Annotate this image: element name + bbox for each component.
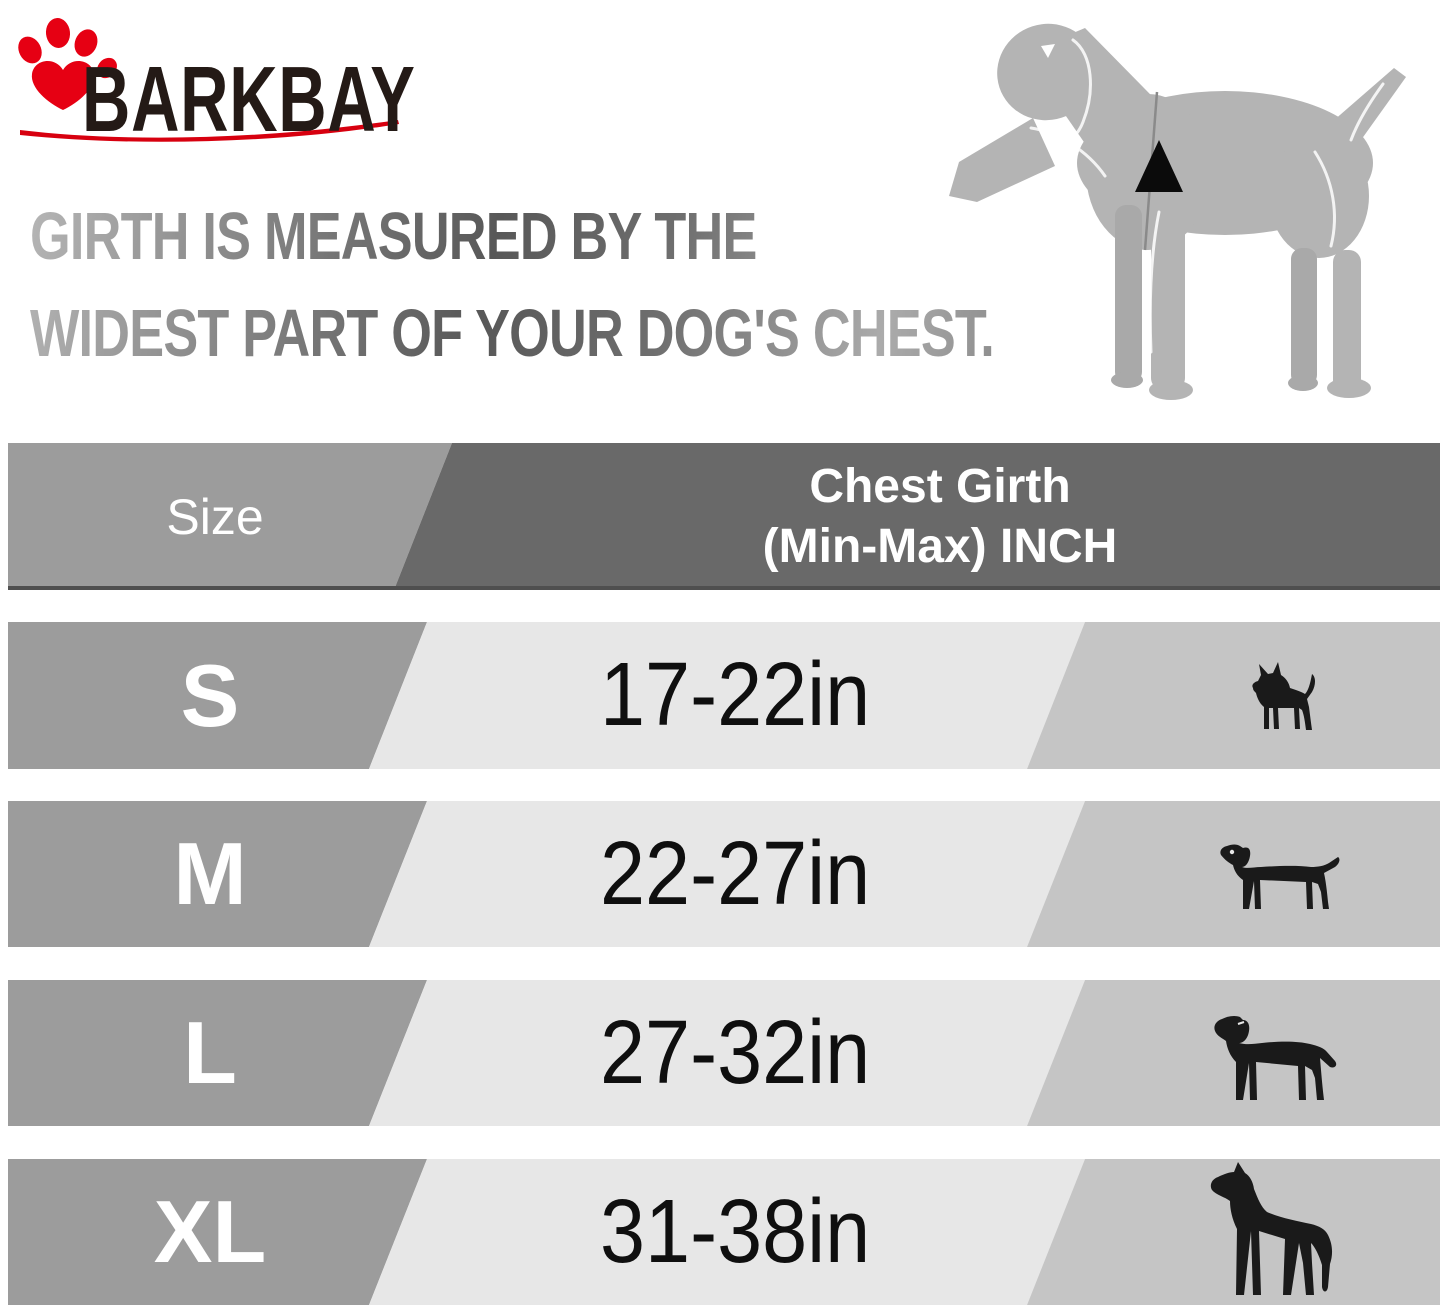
- girth-value: 31-38in: [599, 1181, 871, 1282]
- girth-value: 27-32in: [599, 1002, 871, 1103]
- icon-cell-bg: [1027, 622, 1440, 769]
- header-girth-line1: Chest Girth: [809, 459, 1071, 513]
- girth-value: 17-22in: [599, 645, 871, 745]
- value-cell-bg: [369, 801, 1085, 947]
- paw-print-icon: [18, 18, 117, 110]
- value-cell-bg: [369, 980, 1085, 1126]
- size-cell-bg: [8, 1159, 427, 1305]
- table-row-l: L 27-32in: [0, 980, 1445, 1126]
- size-label: XL: [153, 1182, 267, 1281]
- table-header-row: Size Chest Girth (Min-Max) INCH: [0, 443, 1445, 590]
- table-row-m: M 22-27in: [0, 801, 1445, 947]
- girth-marker-triangle: [1135, 140, 1183, 192]
- great-dane-icon: [1210, 1162, 1333, 1295]
- brand-name: BARKBAY: [82, 47, 416, 151]
- size-cell-bg: [8, 801, 427, 947]
- dog-eye: [1041, 44, 1055, 58]
- chihuahua-icon: [1252, 662, 1315, 730]
- header-size-cell-bg: [8, 443, 452, 590]
- header-girth-label: Chest Girth (Min-Max) INCH: [560, 443, 1320, 590]
- dachshund-icon: [1220, 844, 1340, 909]
- size-label: M: [173, 824, 247, 923]
- girth-value: 22-27in: [599, 823, 871, 924]
- header-size-label: Size: [166, 488, 264, 545]
- table-row-s: S 17-22in: [0, 622, 1445, 769]
- size-cell-bg: [8, 622, 427, 769]
- labrador-icon: [1214, 1015, 1337, 1100]
- icon-cell-bg: [1027, 801, 1440, 947]
- header-girth-line2: (Min-Max) INCH: [762, 519, 1118, 573]
- header-girth-cell-bg: [394, 443, 1440, 590]
- size-cell-bg: [8, 980, 427, 1126]
- value-cell-bg: [369, 1159, 1085, 1305]
- header-underline: [8, 586, 1440, 590]
- size-label: L: [183, 1003, 237, 1102]
- hero-dog-illustration: [949, 23, 1406, 400]
- value-cell-bg: [369, 622, 1085, 769]
- table-row-xl: XL 31-38in: [0, 1159, 1445, 1305]
- logo-underline-swoosh: [20, 120, 399, 142]
- size-label: S: [180, 645, 240, 745]
